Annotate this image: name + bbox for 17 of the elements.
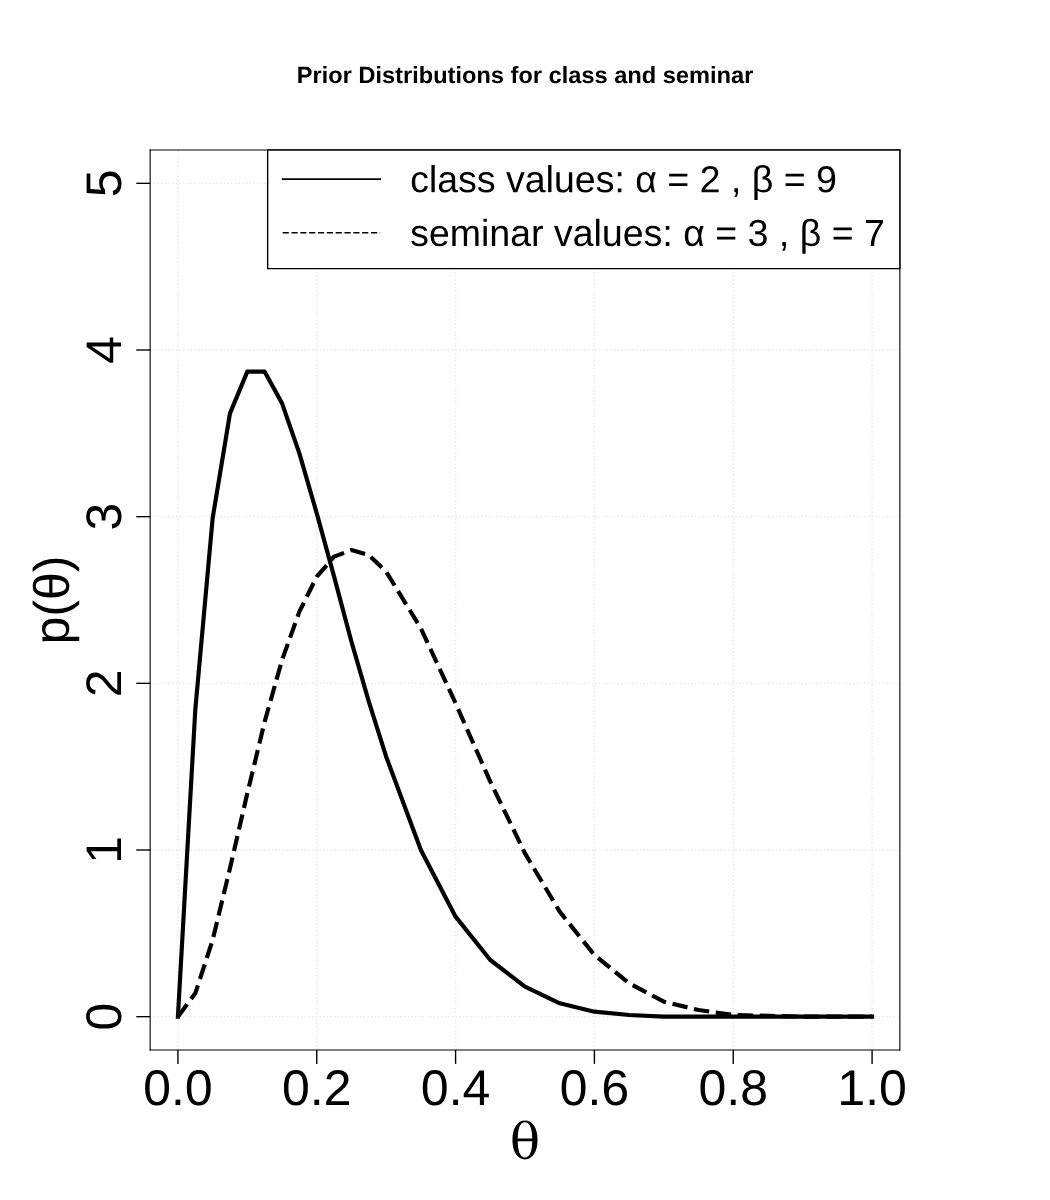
legend-label: seminar values: α = 3 , β = 7 — [411, 218, 883, 254]
x-tick-label: 0.4 — [422, 1070, 489, 1106]
legend-label: class values: α = 2 , β = 9 — [411, 165, 836, 200]
y-tick-label: 1 — [86, 838, 122, 861]
x-tick-label: 1.0 — [841, 1070, 905, 1106]
y-axis-title: p(θ) — [32, 558, 80, 642]
y-tick-label: 3 — [86, 504, 122, 529]
x-axis-title: θ — [512, 1120, 538, 1160]
chart-title: Prior Distributions for class and seminar — [298, 66, 753, 84]
x-tick-label: 0.8 — [700, 1070, 766, 1106]
y-tick-label: 4 — [86, 337, 122, 363]
x-tick-label: 0.6 — [561, 1070, 627, 1106]
x-tick-label: 0.2 — [283, 1070, 349, 1106]
y-tick-label: 2 — [86, 671, 122, 695]
y-tick-label: 0 — [86, 1004, 122, 1029]
y-tick-label: 5 — [86, 171, 122, 196]
x-tick-label: 0.0 — [145, 1070, 211, 1106]
